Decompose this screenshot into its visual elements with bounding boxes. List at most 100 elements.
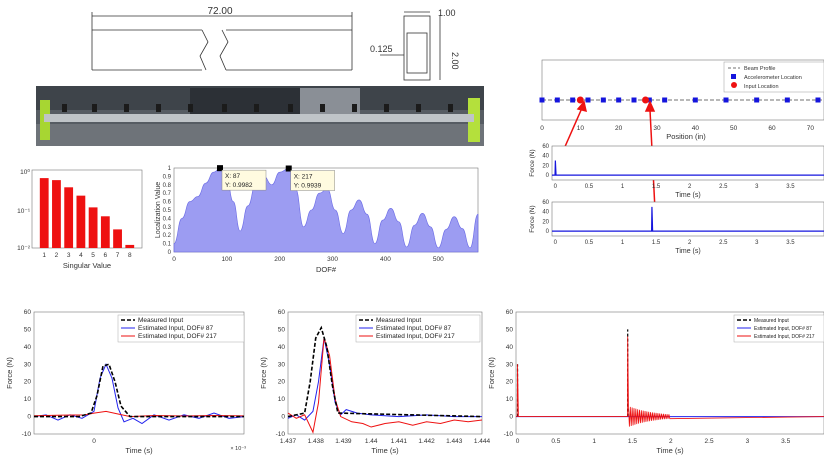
datatip-box (290, 170, 335, 191)
est-ylabel: Force (N) (5, 357, 14, 389)
singular-xtick: 8 (128, 252, 132, 259)
singular-bar (39, 178, 49, 248)
singular-bar (52, 180, 61, 248)
force-ylabel: Force (N) (529, 205, 536, 232)
est-legend-label: Measured Input (754, 318, 789, 324)
est-series (34, 363, 244, 418)
force-series (552, 160, 824, 176)
singular-bar (76, 195, 86, 248)
est-xtick: 3.5 (781, 438, 790, 445)
beam-xtick: 0 (540, 125, 544, 132)
singular-bar (125, 244, 135, 248)
beam-xtick: 60 (768, 125, 776, 132)
est-legend-box (355, 314, 481, 343)
est-legend-label: Estimated Input, DOF# 217 (754, 334, 815, 340)
force-xtick: 3 (755, 184, 759, 190)
loc-ytick: 0.3 (163, 225, 172, 231)
loc-ytick: 0.9 (163, 174, 172, 180)
est-ytick: 10 (278, 396, 286, 403)
singular-xtick: 4 (79, 252, 83, 259)
beam-drawing: 72.00 1.00 2.00 0.125 (91, 6, 460, 81)
loc-ytick: 0.1 (163, 242, 172, 248)
est-ytick: 50 (278, 326, 286, 333)
accelerometer-marker (600, 97, 606, 103)
singular-bar (113, 229, 122, 248)
force-xtick: 2 (688, 184, 692, 190)
est-ytick: 30 (278, 361, 286, 368)
force-ytick: 40 (542, 154, 549, 160)
force-xtick: 1.5 (652, 240, 661, 246)
est-xtick: 1.438 (308, 438, 325, 445)
beam-xtick: 10 (577, 125, 585, 132)
datatip-y: Y: 0.9982 (225, 182, 253, 189)
beam-xtick: 30 (653, 125, 661, 132)
est-ytick: -10 (276, 431, 286, 438)
est-xtick: 1.441 (391, 438, 408, 445)
est-series (287, 325, 483, 418)
singular-ytick-1: 10⁻¹ (17, 208, 31, 215)
est-ytick: 60 (24, 309, 32, 316)
est-ytick: 40 (506, 344, 514, 351)
beam-xtick: 70 (807, 125, 815, 132)
est-xtick: 3 (746, 438, 750, 445)
est-ytick: 60 (506, 309, 514, 316)
est-series (287, 337, 483, 434)
loc-ytick: 0 (168, 250, 172, 256)
est-ytick: 0 (281, 414, 285, 421)
est-xtick: 1.439 (335, 438, 352, 445)
datatip-marker (285, 165, 292, 172)
singular-bar (100, 216, 110, 248)
accelerometer-marker (554, 97, 560, 103)
beam-xtick: 20 (615, 125, 623, 132)
est-ylabel: Force (N) (487, 357, 496, 389)
est-xtick: 1.44 (365, 438, 378, 445)
est-ytick: -10 (504, 431, 514, 438)
force-xtick: 0 (554, 240, 558, 246)
est-ytick: 40 (24, 344, 32, 351)
beam-side-view (91, 29, 353, 71)
est-xtick: 1.442 (418, 438, 435, 445)
length-label: 72.00 (207, 6, 232, 17)
width-label: 1.00 (438, 8, 456, 18)
est-legend-label: Estimated Input, DOF# 87 (138, 325, 214, 332)
cross-section (380, 11, 441, 81)
loc-xtick: 400 (380, 256, 391, 263)
est-ytick: 0 (27, 414, 31, 421)
singular-xtick: 1 (42, 252, 46, 259)
x-multiplier: × 10⁻³ (230, 446, 246, 452)
accelerometer-marker (662, 97, 668, 103)
input-marker (576, 96, 584, 104)
force-input-1-chart: 0 0.5 1 1.5 2 2.5 3 3.5 0 20 40 60 Time (s) Force (N) (529, 144, 824, 199)
force-xtick: 1.5 (652, 184, 661, 190)
length-dimension (91, 12, 353, 30)
datatip-x: X: 87 (225, 173, 241, 180)
est-xtick: 0 (92, 438, 96, 445)
est-legend-box (117, 314, 245, 343)
accelerometer-marker (646, 97, 652, 103)
est-legend-label: Estimated Input, DOF# 217 (376, 333, 455, 340)
beam-xtick: 50 (730, 125, 738, 132)
singular-ytick-2: 10⁻² (17, 245, 31, 252)
input-marker (642, 96, 649, 104)
est-ytick: 30 (506, 361, 514, 368)
est-xtick: 1.437 (280, 438, 297, 445)
force-ytick: 20 (542, 219, 549, 225)
accelerometer-marker (692, 97, 698, 103)
force-xtick: 2.5 (719, 240, 728, 246)
force-xtick: 1 (621, 184, 625, 190)
est-legend-label: Estimated Input, DOF# 87 (754, 326, 812, 332)
loc-xtick: 0 (172, 256, 176, 263)
loc-ytick: 0.5 (163, 208, 172, 214)
est-ytick: 20 (506, 379, 514, 386)
force-series (552, 206, 824, 232)
accelerometer-marker (570, 97, 576, 103)
estimate-pulse2-chart: -10 0 10 20 30 40 50 60 1.437 1.438 1.439 1.44 1.441… (259, 309, 491, 455)
beam-photo (36, 86, 484, 146)
singular-ytick-0: 10⁰ (20, 168, 30, 176)
est-ylabel: Force (N) (259, 357, 268, 389)
est-xtick: 1.444 (474, 438, 491, 445)
beam-legend: Beam Profile Accelerometer Location Inpu… (723, 61, 824, 93)
loc-ytick: 0.4 (163, 216, 172, 222)
